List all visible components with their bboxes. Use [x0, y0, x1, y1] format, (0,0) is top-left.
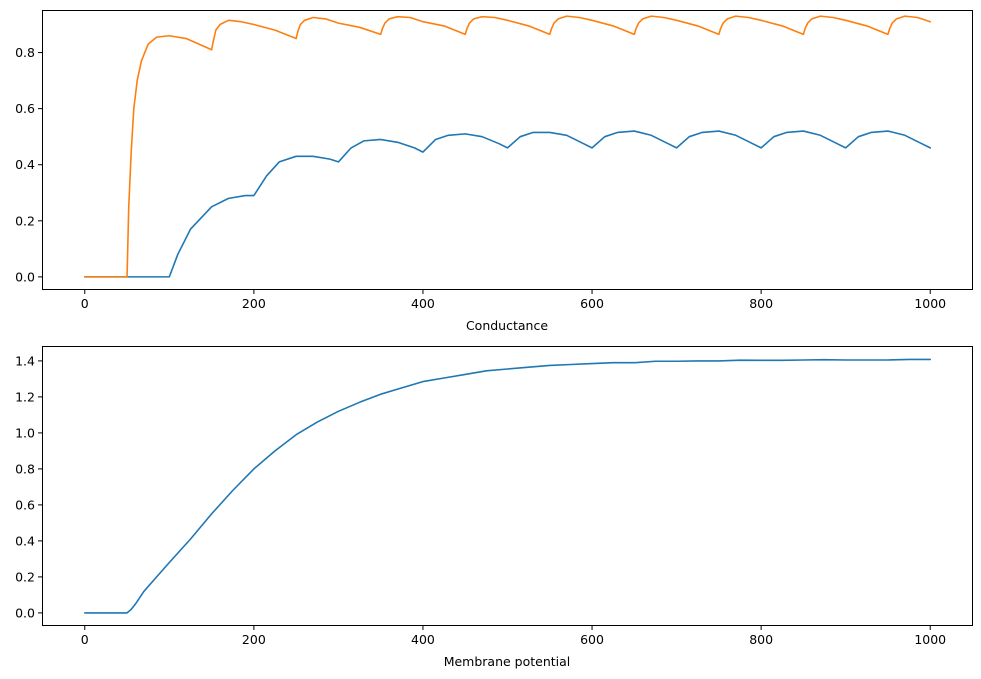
membrane-potential-ytick-label: 0.6	[15, 497, 35, 512]
conductance-yticks: 0.0 0.2 0.4 0.6 0.8	[15, 45, 43, 284]
membrane-potential-series-layer	[83, 358, 932, 614]
conductance-xtick-label: 200	[242, 296, 266, 311]
conductance-ytick-label: 0.8	[15, 45, 35, 60]
conductance-panel: 0 200 400 600 800 1000 0.0 0.2 0.4 0.6 0.8 Conduc…	[15, 10, 973, 333]
membrane-potential-ytick-label: 0.4	[15, 533, 35, 548]
membrane-potential-xtick-label: 1000	[914, 632, 946, 647]
membrane-potential-ytick-label: 0.0	[15, 605, 35, 620]
membrane-potential-ytick-label: 0.8	[15, 461, 35, 476]
membrane-potential-xtick-label: 0	[81, 632, 89, 647]
membrane-potential-axes-frame	[42, 346, 973, 626]
conductance-xtick-label: 800	[749, 296, 773, 311]
membrane-potential-ytick-label: 1.0	[15, 425, 35, 440]
membrane-potential-ytick-label: 1.2	[15, 389, 35, 404]
conductance-ytick-label: 0.2	[15, 213, 35, 228]
conductance-ytick-label: 0.0	[15, 269, 35, 284]
membrane-potential-panel: 0 200 400 600 800 1000 0.0 0.2 0.4 0.6 0.8 1.0 1.2 1…	[15, 346, 973, 669]
conductance-xtick-label: 0	[81, 296, 89, 311]
membrane-potential-xticks: 0 200 400 600 800 1000	[81, 625, 946, 647]
conductance-xtick-label: 400	[411, 296, 435, 311]
conductance-ytick-label: 0.4	[15, 157, 35, 172]
membrane-potential-series-0-line	[83, 358, 932, 614]
conductance-xtick-label: 1000	[914, 296, 946, 311]
conductance-ytick-label: 0.6	[15, 101, 35, 116]
membrane-potential-xtick-label: 800	[749, 632, 773, 647]
membrane-potential-ytick-label: 0.2	[15, 569, 35, 584]
conductance-series-1-line	[83, 15, 932, 278]
membrane-potential-xtick-label: 200	[242, 632, 266, 647]
conductance-series-0-line	[83, 130, 932, 278]
membrane-potential-xtick-label: 400	[411, 632, 435, 647]
membrane-potential-x-axis-label: Membrane potential	[444, 654, 571, 669]
conductance-xtick-label: 600	[580, 296, 604, 311]
membrane-potential-yticks: 0.0 0.2 0.4 0.6 0.8 1.0 1.2 1.4	[15, 353, 43, 620]
conductance-axes-frame	[42, 10, 973, 290]
membrane-potential-xtick-label: 600	[580, 632, 604, 647]
conductance-xticks: 0 200 400 600 800 1000	[81, 289, 946, 311]
membrane-potential-ytick-label: 1.4	[15, 353, 35, 368]
conductance-x-axis-label: Conductance	[466, 318, 548, 333]
conductance-series-layer	[83, 15, 932, 278]
